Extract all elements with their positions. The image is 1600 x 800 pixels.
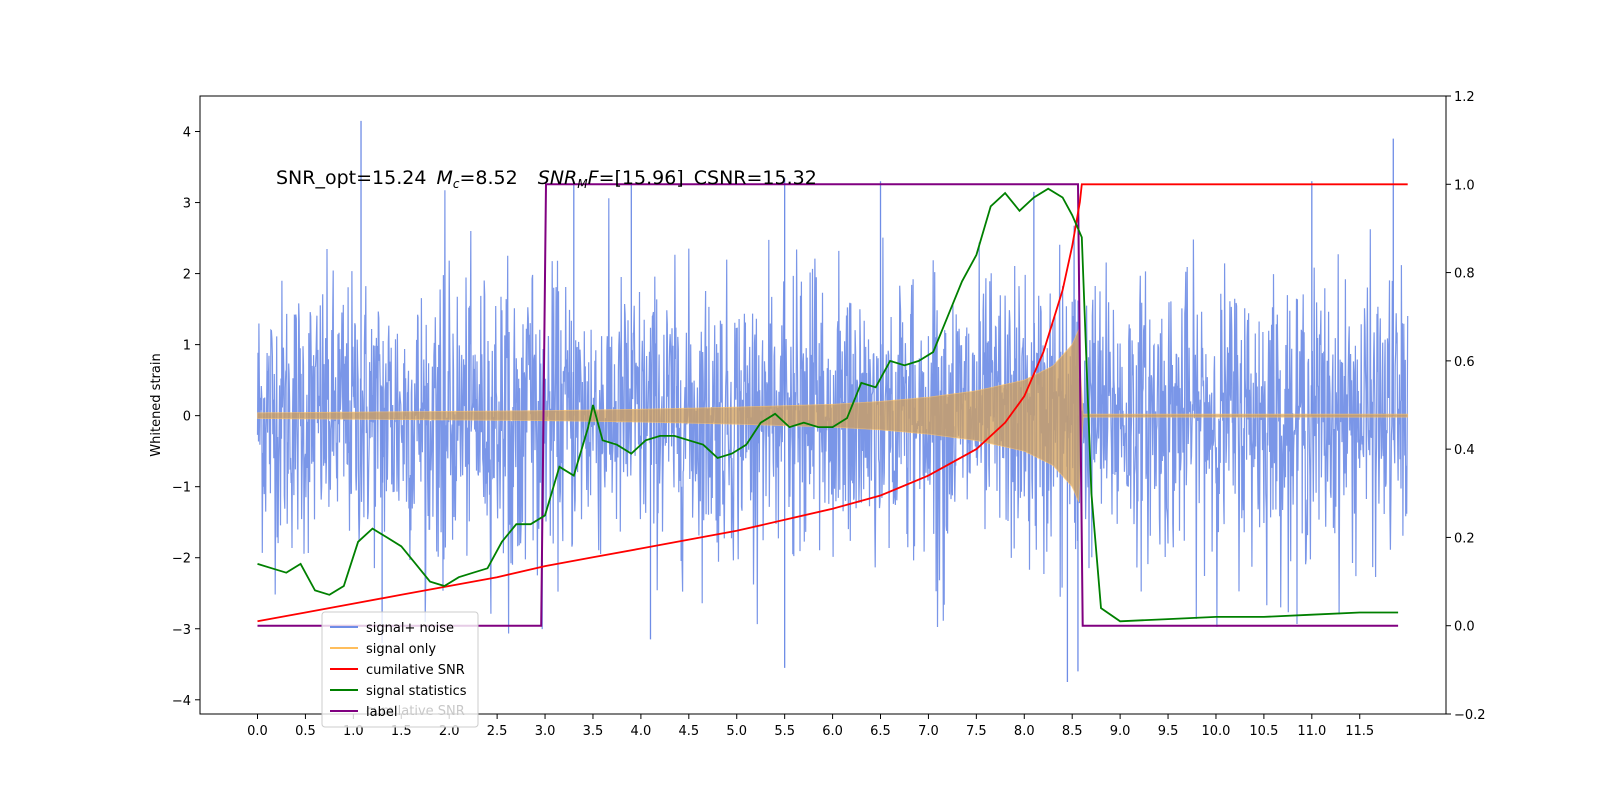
y-right-tick-label: 1.0 — [1454, 178, 1475, 193]
title-mc-value: =8.52 — [460, 167, 518, 189]
x-tick-label: 7.5 — [966, 724, 987, 739]
x-tick-label: 0.5 — [295, 724, 316, 739]
title-snr-mf-sub: M — [577, 177, 588, 191]
x-tick-label: 8.5 — [1062, 724, 1083, 739]
title-snr-mf-letter: F — [588, 167, 600, 189]
legend-label: signal only — [366, 642, 436, 657]
y-axis-right: 1.2 1.0 0.8 0.6 0.4 0.2 0.0 −0.2 — [1446, 90, 1486, 723]
plot-frame — [199, 95, 1447, 715]
legend-label: cumilative SNR — [366, 663, 465, 678]
y-left-tick-label: 1 — [183, 339, 191, 354]
y-right-tick-label: 0.4 — [1454, 443, 1475, 458]
x-tick-label: 2.0 — [439, 724, 460, 739]
y-axis-label: Whitened strain — [149, 353, 164, 456]
x-tick-label: 11.5 — [1345, 724, 1374, 739]
x-tick-label: 3.5 — [583, 724, 604, 739]
x-tick-label: 7.0 — [918, 724, 939, 739]
y-left-tick-label: −2 — [172, 552, 191, 567]
legend-label: signal+ noise — [366, 621, 454, 636]
x-tick-label: 10.0 — [1201, 724, 1230, 739]
x-tick-label: 1.0 — [343, 724, 364, 739]
title-mc-sub: c — [453, 177, 460, 191]
legend-label: label — [366, 705, 397, 720]
y-left-tick-label: 4 — [183, 126, 191, 141]
x-tick-label: 0.0 — [247, 724, 268, 739]
x-tick-label: 2.5 — [487, 724, 508, 739]
legend-ghost-text: cumilative SNR — [366, 704, 465, 719]
y-left-tick-label: 2 — [183, 268, 191, 283]
title-snr-mf-symbol: SNR — [538, 167, 577, 189]
y-left-tick-label: −3 — [172, 623, 191, 638]
y-right-tick-label: 0.6 — [1454, 355, 1475, 370]
x-tick-label: 9.0 — [1110, 724, 1131, 739]
series-signal-statistics — [257, 187, 1399, 623]
x-tick-label: 5.0 — [726, 724, 747, 739]
x-tick-label: 8.0 — [1014, 724, 1035, 739]
x-tick-label: 5.5 — [774, 724, 795, 739]
title-csnr: CSNR=15.32 — [694, 167, 817, 189]
x-tick-label: 1.5 — [391, 724, 412, 739]
x-tick-label: 4.5 — [678, 724, 699, 739]
y-right-tick-label: 0.8 — [1454, 267, 1475, 282]
plot-area — [256, 120, 1409, 683]
y-right-tick-label: −0.2 — [1454, 708, 1486, 723]
y-axis-left: 4 3 2 1 0 −1 −2 −3 −4 — [172, 126, 200, 709]
y-left-tick-label: 3 — [183, 197, 191, 212]
x-tick-label: 6.0 — [822, 724, 843, 739]
x-tick-label: 3.0 — [535, 724, 556, 739]
title-mc-symbol: M — [436, 167, 452, 189]
legend-box — [321, 611, 479, 728]
x-tick-label: 4.0 — [631, 724, 652, 739]
legend: cumilative SNR signal+ noise signal only cu… — [321, 611, 479, 728]
y-right-tick-label: 1.2 — [1454, 90, 1475, 105]
chart-title: SNR_opt=15.24 Mc=8.52 SNRMF=[15.96] CSNR… — [276, 167, 817, 191]
series-cumulative-snr — [257, 183, 1408, 623]
x-tick-label: 9.5 — [1158, 724, 1179, 739]
title-snr-opt: SNR_opt=15.24 — [276, 167, 426, 189]
x-tick-label: 10.5 — [1249, 724, 1278, 739]
series-label — [257, 183, 1399, 627]
y-right-tick-label: 0.0 — [1454, 620, 1475, 635]
x-tick-label: 11.0 — [1297, 724, 1326, 739]
y-left-tick-label: −1 — [172, 481, 191, 496]
y-left-tick-label: −4 — [172, 694, 191, 709]
x-axis: 0.0 0.5 1.0 1.5 2.0 2.5 3.0 3.5 4.0 4.5 5.0 5.5 6.0 6… — [247, 714, 1374, 739]
legend-label: signal statistics — [366, 684, 467, 699]
y-right-tick-label: 0.2 — [1454, 531, 1475, 546]
x-tick-label: 6.5 — [870, 724, 891, 739]
title-snr-mf-value: =[15.96] — [599, 167, 684, 189]
y-left-tick-label: 0 — [183, 410, 191, 425]
series-signal-only — [257, 329, 1409, 502]
